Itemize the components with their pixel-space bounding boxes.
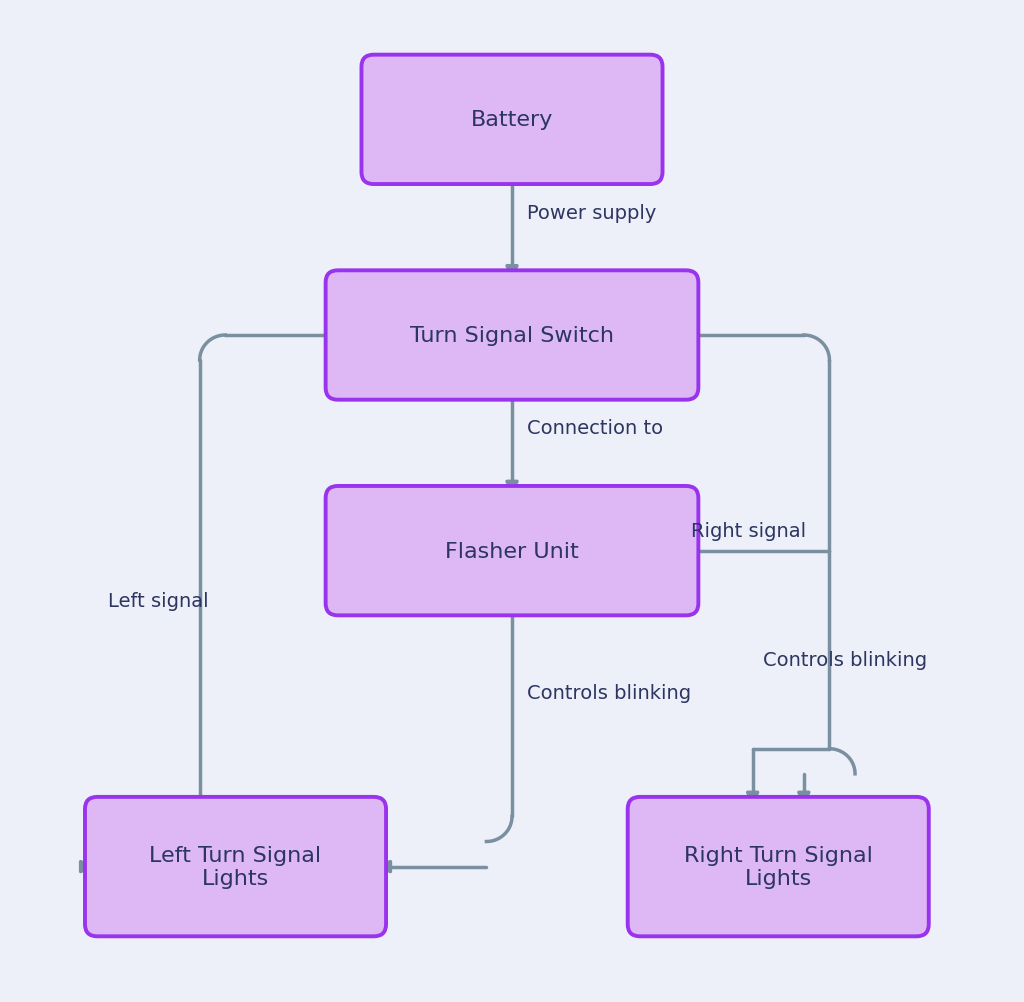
FancyBboxPatch shape — [326, 271, 698, 400]
Text: Right signal: Right signal — [691, 522, 806, 540]
Text: Controls blinking: Controls blinking — [527, 683, 691, 702]
FancyBboxPatch shape — [326, 487, 698, 615]
Text: Controls blinking: Controls blinking — [763, 650, 927, 669]
FancyBboxPatch shape — [361, 55, 663, 184]
Text: Power supply: Power supply — [527, 203, 656, 222]
Text: Battery: Battery — [471, 110, 553, 130]
Text: Left signal: Left signal — [108, 592, 208, 610]
Text: Right Turn Signal
Lights: Right Turn Signal Lights — [684, 845, 872, 889]
FancyBboxPatch shape — [628, 798, 929, 936]
FancyBboxPatch shape — [85, 798, 386, 936]
Text: Connection to: Connection to — [527, 419, 664, 438]
Text: Flasher Unit: Flasher Unit — [445, 541, 579, 561]
Text: Turn Signal Switch: Turn Signal Switch — [410, 326, 614, 346]
Text: Left Turn Signal
Lights: Left Turn Signal Lights — [150, 845, 322, 889]
